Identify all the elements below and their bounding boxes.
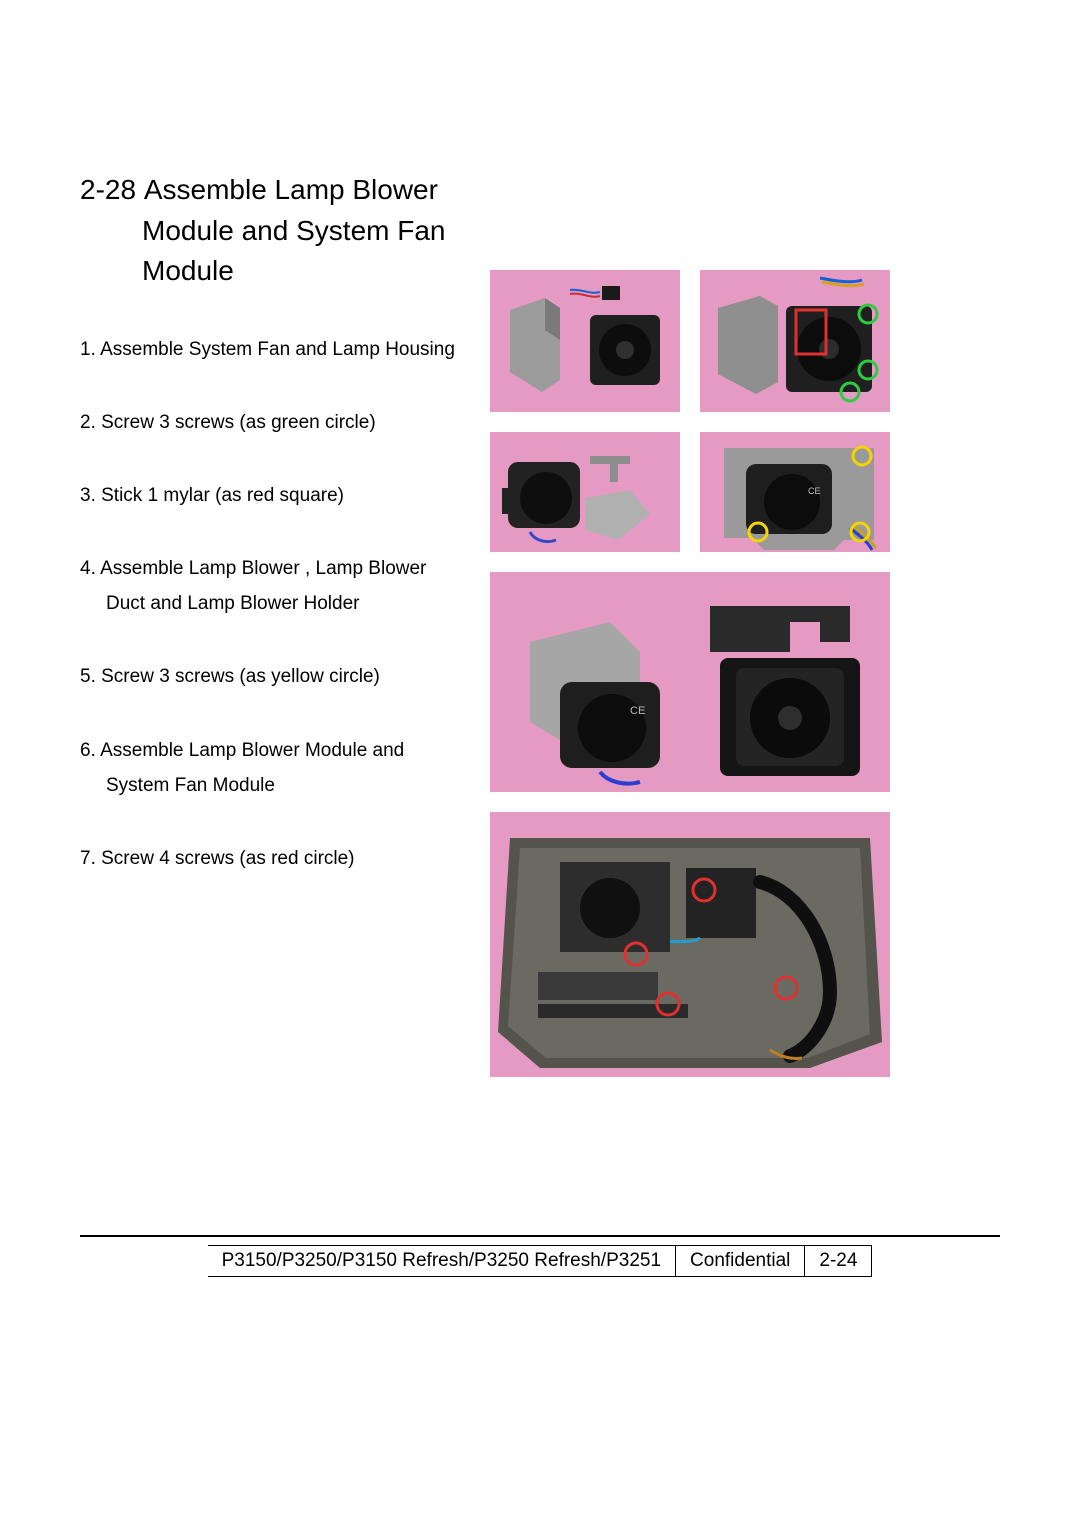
image-row-1	[490, 270, 1000, 412]
svg-text:CE: CE	[808, 486, 821, 496]
footer-rule	[80, 1235, 1000, 1237]
section-title: 2-28 Assemble Lamp Blower Module and Sys…	[80, 170, 460, 292]
step-item: 7. Screw 4 screws (as red circle)	[80, 841, 460, 876]
svg-text:CE: CE	[630, 705, 645, 717]
image-row-3: CE	[490, 572, 1000, 792]
page-footer: P3150/P3250/P3150 Refresh/P3250 Refresh/…	[0, 1245, 1080, 1277]
figure-chassis-red-circles	[490, 812, 890, 1077]
content-columns: 2-28 Assemble Lamp Blower Module and Sys…	[80, 120, 1000, 1097]
image-column: CE	[490, 120, 1000, 1097]
image-row-4	[490, 812, 1000, 1077]
page: 2-28 Assemble Lamp Blower Module and Sys…	[0, 0, 1080, 1527]
footer-model: P3150/P3250/P3150 Refresh/P3250 Refresh/…	[208, 1245, 676, 1277]
figure-modules-together: CE	[490, 572, 890, 792]
footer-box: P3150/P3250/P3150 Refresh/P3250 Refresh/…	[208, 1245, 873, 1277]
footer-page-number: 2-24	[805, 1245, 872, 1277]
footer-confidential: Confidential	[676, 1245, 805, 1277]
step-item: 3. Stick 1 mylar (as red square)	[80, 478, 460, 513]
step-item: 5. Screw 3 screws (as yellow circle)	[80, 659, 460, 694]
step-list: 1. Assemble System Fan and Lamp Housing …	[80, 332, 460, 876]
step-item: 6. Assemble Lamp Blower Module and Syste…	[80, 733, 460, 803]
title-first-line: 2-28 Assemble Lamp Blower	[80, 174, 438, 205]
step-item: 4. Assemble Lamp Blower , Lamp Blower Du…	[80, 551, 460, 621]
step-item: 2. Screw 3 screws (as green circle)	[80, 405, 460, 440]
figure-fan-assembled-green-circles	[700, 270, 890, 412]
title-line-3: Module	[80, 251, 460, 292]
text-column: 2-28 Assemble Lamp Blower Module and Sys…	[80, 120, 460, 1097]
title-line-2: Module and System Fan	[80, 211, 460, 252]
figure-blower-yellow-circles: CE	[700, 432, 890, 552]
figure-fan-and-housing	[490, 270, 680, 412]
step-item: 1. Assemble System Fan and Lamp Housing	[80, 332, 460, 367]
figure-blower-parts	[490, 432, 680, 552]
image-row-2: CE	[490, 432, 1000, 552]
